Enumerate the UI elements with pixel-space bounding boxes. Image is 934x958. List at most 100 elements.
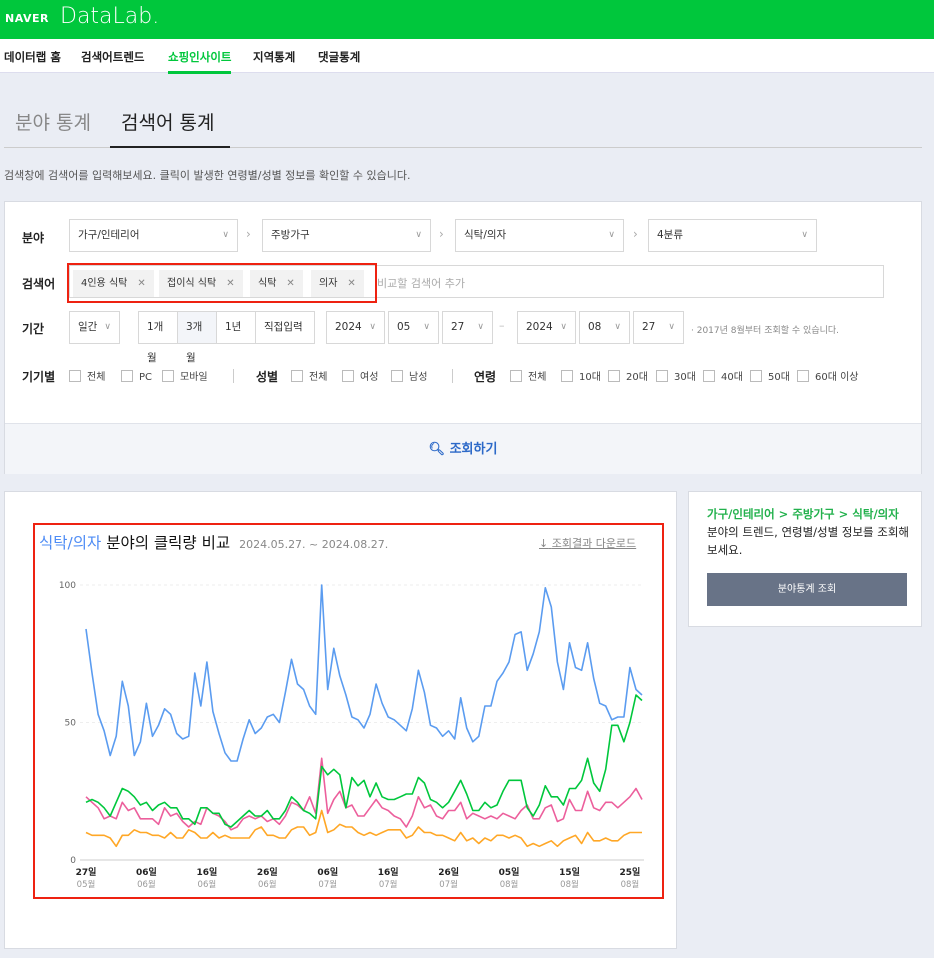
x-tick-month: 07월	[318, 879, 337, 890]
download-link[interactable]: ↓ 조회결과 다운로드	[539, 535, 636, 551]
nav-shopping-insight[interactable]: 쇼핑인사이트	[168, 49, 232, 74]
checkbox[interactable]	[797, 370, 809, 382]
x-tick-month: 08월	[500, 879, 519, 890]
checkbox[interactable]	[561, 370, 573, 382]
period-1month-button[interactable]: 1개월	[138, 311, 178, 364]
gender-male-checkbox[interactable]: 남성	[391, 370, 427, 384]
checkbox-label: 모바일	[180, 372, 208, 383]
x-tick-label: 26일	[438, 866, 459, 878]
category-select-4[interactable]: 4분류 ∨	[648, 219, 817, 252]
checkbox-label: 전체	[87, 372, 106, 383]
category-select-2[interactable]: 주방가구 ∨	[262, 219, 431, 252]
side-text: 가구/인테리어 > 주방가구 > 식탁/의자 분야의 트렌드, 연령별/성별 정…	[707, 505, 912, 559]
x-tick-month: 06월	[198, 879, 217, 890]
select-value: 식탁/의자	[464, 229, 507, 241]
age-label: 연령	[474, 370, 497, 384]
age-30-checkbox[interactable]: 30대	[656, 370, 696, 384]
checkbox-label: 10대	[579, 372, 601, 383]
keyword-chip: 의자 ✕	[311, 270, 364, 297]
end-day-select[interactable]: 27 ∨	[633, 311, 684, 344]
category-path[interactable]: 가구/인테리어 > 주방가구 > 식탁/의자	[707, 507, 899, 521]
title-category[interactable]: 식탁/의자	[39, 534, 102, 552]
checkbox[interactable]	[162, 370, 174, 382]
nav-search-trend[interactable]: 검색어트렌드	[81, 50, 145, 64]
checkbox[interactable]	[291, 370, 303, 382]
device-pc-checkbox[interactable]: PC	[121, 370, 152, 384]
chevron-down-icon: ∨	[608, 230, 615, 240]
age-40-checkbox[interactable]: 40대	[703, 370, 743, 384]
device-all-checkbox[interactable]: 전체	[69, 370, 105, 384]
end-year-select[interactable]: 2024 ∨	[517, 311, 576, 344]
chart-title: 식탁/의자 분야의 클릭량 비교 2024.05.27. ~ 2024.08.2…	[39, 531, 388, 553]
category-select-3[interactable]: 식탁/의자 ∨	[455, 219, 624, 252]
date-range: 2024.05.27. ~ 2024.08.27.	[239, 538, 389, 551]
x-tick-month: 07월	[379, 879, 398, 890]
gender-female-checkbox[interactable]: 여성	[342, 370, 378, 384]
age-20-checkbox[interactable]: 20대	[608, 370, 648, 384]
checkbox[interactable]	[510, 370, 522, 382]
age-10-checkbox[interactable]: 10대	[561, 370, 601, 384]
chevron-right-icon: ›	[633, 227, 638, 241]
period-custom-button[interactable]: 직접입력	[255, 311, 315, 344]
checkbox[interactable]	[391, 370, 403, 382]
checkbox-label: PC	[139, 372, 153, 383]
checkbox-label: 전체	[528, 372, 547, 383]
start-year-select[interactable]: 2024 ∨	[326, 311, 385, 344]
age-60plus-checkbox[interactable]: 60대 이상	[797, 370, 859, 384]
keyword-input[interactable]: 비교할 검색어 추가	[377, 277, 465, 290]
search-icon: 🔍︎	[428, 442, 446, 457]
category-select-1[interactable]: 가구/인테리어 ∨	[69, 219, 238, 252]
x-tick-label: 25일	[620, 866, 641, 878]
date-separator: –	[499, 319, 505, 332]
select-value: 08	[588, 321, 602, 333]
x-tick-month: 06월	[137, 879, 156, 890]
device-mobile-checkbox[interactable]: 모바일	[162, 370, 208, 384]
nav-comment-stats[interactable]: 댓글통계	[318, 50, 361, 64]
checkbox[interactable]	[703, 370, 715, 382]
checkbox[interactable]	[121, 370, 133, 382]
category-stats-button[interactable]: 분야통계 조회	[707, 573, 907, 606]
nav-region-stats[interactable]: 지역통계	[253, 50, 296, 64]
close-icon[interactable]: ✕	[286, 278, 295, 289]
checkbox[interactable]	[656, 370, 668, 382]
start-day-select[interactable]: 27 ∨	[442, 311, 493, 344]
chevron-down-icon: ∨	[801, 230, 808, 240]
close-icon[interactable]: ✕	[347, 278, 356, 289]
search-button[interactable]: 🔍︎ 조회하기	[5, 423, 921, 474]
select-value: 27	[451, 321, 465, 333]
chevron-down-icon: ∨	[423, 322, 430, 332]
naver-logo[interactable]: NAVER	[5, 12, 49, 25]
result-panel	[4, 491, 677, 949]
start-month-select[interactable]: 05 ∨	[388, 311, 439, 344]
chevron-down-icon: ∨	[560, 322, 567, 332]
period-unit-select[interactable]: 일간 ∨	[69, 311, 120, 344]
checkbox[interactable]	[69, 370, 81, 382]
tab-active-indicator	[110, 146, 230, 148]
close-icon[interactable]: ✕	[226, 278, 235, 289]
x-tick-month: 06월	[258, 879, 277, 890]
chevron-right-icon: ›	[246, 227, 251, 241]
page-description: 검색창에 검색어를 입력해보세요. 클릭이 발생한 연령별/성별 정보를 확인할…	[4, 169, 411, 182]
age-50-checkbox[interactable]: 50대	[750, 370, 790, 384]
select-value: 27	[642, 321, 656, 333]
tab-keyword-stats[interactable]: 검색어 통계	[121, 112, 215, 134]
datalab-logo[interactable]: DataLab.	[60, 4, 160, 29]
close-icon[interactable]: ✕	[137, 278, 146, 289]
gender-all-checkbox[interactable]: 전체	[291, 370, 327, 384]
period-label: 기간	[22, 322, 45, 336]
chevron-right-icon: ›	[439, 227, 444, 241]
tab-category-stats[interactable]: 분야 통계	[15, 112, 91, 134]
checkbox[interactable]	[750, 370, 762, 382]
nav-home[interactable]: 데이터랩 홈	[4, 50, 61, 64]
checkbox-label: 30대	[674, 372, 696, 383]
keyword-label: 검색어	[22, 277, 56, 291]
select-value: 일간	[78, 321, 98, 333]
checkbox[interactable]	[608, 370, 620, 382]
main-nav: 데이터랩 홈 검색어트렌드 쇼핑인사이트 지역통계 댓글통계	[0, 39, 934, 74]
chevron-down-icon: ∨	[104, 322, 111, 332]
period-3month-button[interactable]: 3개월	[177, 311, 217, 364]
age-all-checkbox[interactable]: 전체	[510, 370, 546, 384]
period-1year-button[interactable]: 1년	[216, 311, 256, 344]
checkbox[interactable]	[342, 370, 354, 382]
end-month-select[interactable]: 08 ∨	[579, 311, 630, 344]
